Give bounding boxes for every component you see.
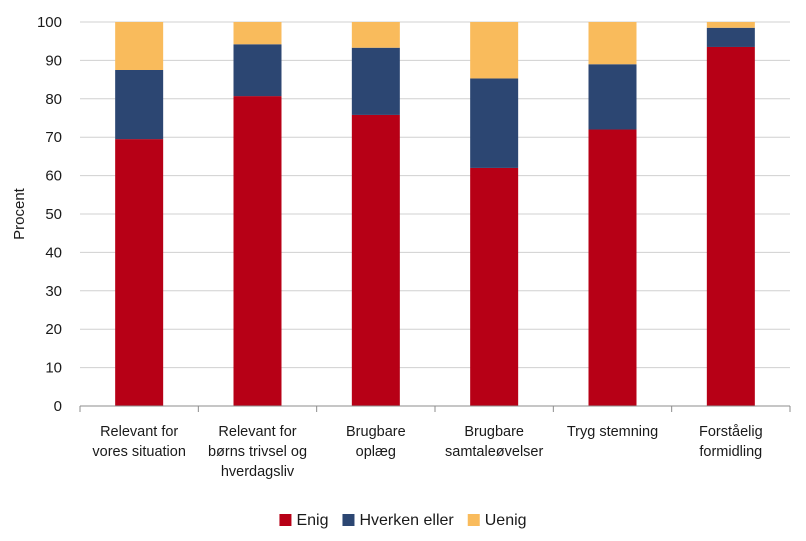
bar-enig-2 (351, 114, 400, 406)
bar-uenig-1 (233, 22, 282, 45)
y-axis-title: Procent (11, 187, 28, 240)
bar-hverken-eller-0 (115, 70, 164, 140)
x-category-labels: Relevant for vores situation Relevant for b… (92, 424, 762, 480)
y-tick-label: 30 (45, 283, 62, 300)
legend-label: Enig (296, 512, 328, 529)
bar-enig-5 (706, 46, 755, 407)
bars (115, 22, 755, 407)
y-tick-label: 50 (45, 206, 62, 223)
bar-uenig-2 (351, 22, 400, 48)
bar-enig-3 (470, 167, 519, 406)
x-category-label-line: Relevant for (218, 424, 296, 440)
bar-uenig-4 (588, 22, 637, 65)
x-category-label-line: Brugbare (464, 424, 524, 440)
x-category-label-line: Forståelig (699, 424, 763, 440)
y-tick-label: 100 (37, 14, 62, 31)
x-category-label: Brugbare oplæg (346, 424, 406, 460)
legend-label: Hverken eller (359, 512, 454, 529)
bar-enig-4 (588, 129, 637, 406)
bar-enig-0 (115, 139, 164, 406)
x-category-label-line: vores situation (92, 444, 186, 460)
x-category-label: Relevant for børns trivsel og hverdagsliv (208, 424, 307, 480)
x-category-label-line: børns trivsel og (208, 444, 307, 460)
y-tick-label: 60 (45, 168, 62, 185)
y-tick-label: 90 (45, 52, 62, 69)
bar-hverken-eller-3 (470, 78, 519, 168)
gridlines (80, 21, 790, 369)
y-tick-label: 70 (45, 129, 62, 146)
x-category-label-line: oplæg (356, 444, 396, 460)
bar-hverken-eller-2 (351, 47, 400, 115)
x-category-label-line: Tryg stemning (567, 424, 658, 440)
legend: Enig Hverken eller Uenig (279, 512, 527, 529)
bar-hverken-eller-5 (706, 27, 755, 47)
y-tick-label: 20 (45, 321, 62, 338)
y-tick-label: 80 (45, 91, 62, 108)
legend-swatch (342, 514, 355, 526)
x-category-label-line: formidling (699, 444, 762, 460)
x-category-label: Brugbare samtaleøvelser (445, 424, 543, 460)
legend-label: Uenig (485, 512, 527, 529)
y-tick-label: 10 (45, 360, 62, 377)
legend-swatch (279, 514, 292, 526)
x-category-label-line: Brugbare (346, 424, 406, 440)
x-category-label-line: samtaleøvelser (445, 444, 543, 460)
x-category-label-line: hverdagsliv (221, 464, 295, 480)
y-tick-labels: 0 10 20 30 40 50 60 70 80 90 100 (37, 14, 62, 415)
legend-item-hverken-eller: Hverken eller (342, 512, 454, 529)
legend-item-uenig: Uenig (467, 512, 527, 529)
bar-enig-1 (233, 96, 282, 406)
bar-uenig-5 (706, 22, 755, 28)
x-category-label: Tryg stemning (567, 424, 658, 440)
bar-uenig-0 (115, 22, 164, 70)
x-category-label: Relevant for vores situation (92, 424, 186, 460)
axes (79, 405, 791, 412)
y-tick-label: 40 (45, 244, 62, 261)
legend-swatch (467, 514, 480, 526)
y-tick-label: 0 (54, 398, 62, 415)
bar-hverken-eller-1 (233, 44, 282, 97)
legend-item-enig: Enig (279, 512, 328, 529)
bar-hverken-eller-4 (588, 64, 637, 130)
x-category-label-line: Relevant for (100, 424, 178, 440)
x-category-label: Forståelig formidling (699, 424, 763, 460)
bar-uenig-3 (470, 22, 519, 79)
